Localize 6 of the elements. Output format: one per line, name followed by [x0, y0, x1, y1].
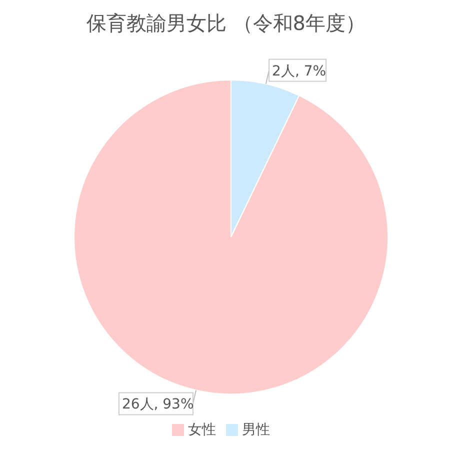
data-label: 2人, 7% [272, 63, 326, 80]
legend-label: 男性 [242, 422, 270, 438]
legend-label: 女性 [188, 422, 216, 438]
data-label: 26人, 93% [122, 396, 194, 413]
chart-title: 保育教諭男女比 （令和8年度） [85, 10, 367, 37]
pie-slice [74, 80, 388, 394]
